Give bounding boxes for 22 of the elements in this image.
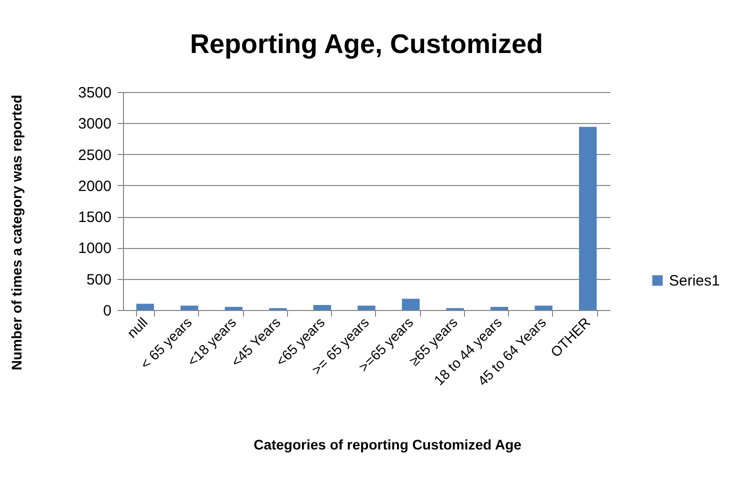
y-tick-label: 3500	[78, 84, 112, 102]
y-axis-title: Number of times a category was reported	[8, 94, 24, 370]
y-tick-label: 3000	[78, 116, 112, 133]
y-tick-label: 0	[103, 302, 112, 320]
y-tick-label: 1000	[78, 240, 112, 258]
bar	[534, 306, 552, 310]
bar	[313, 305, 332, 310]
bar	[136, 304, 154, 310]
x-axis-title: Categories of reporting Customized Age	[254, 436, 522, 452]
x-tick-label: null	[124, 314, 151, 341]
y-tick-label: 1500	[78, 209, 112, 226]
bar	[402, 298, 420, 310]
y-tick-label: 2000	[78, 178, 112, 195]
bar	[579, 126, 597, 310]
legend-label: Series1	[669, 272, 720, 290]
y-tick-label: 2500	[78, 146, 112, 164]
y-tick-label: 500	[86, 271, 112, 288]
bar	[490, 306, 508, 310]
bar	[358, 306, 376, 310]
bar	[224, 306, 243, 310]
chart-title: Reporting Age, Customized	[190, 29, 544, 59]
bar	[180, 306, 198, 310]
